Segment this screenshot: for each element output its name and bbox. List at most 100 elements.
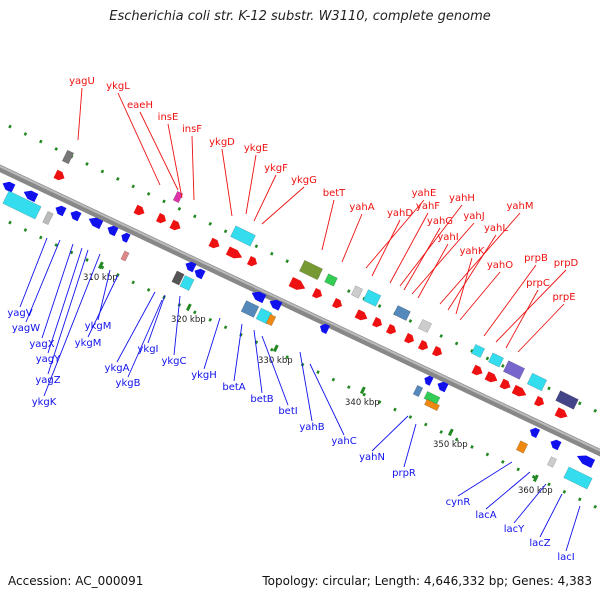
forward-gene-arrow [385,323,397,335]
feature-box [240,300,260,318]
tick-outer-forward [116,177,120,181]
reverse-gene-leader [457,461,513,497]
reverse-gene-leader [485,471,531,510]
forward-gene-leader [495,269,567,343]
tick-outer-reverse [270,347,274,352]
reverse-gene-arrow [319,323,331,335]
forward-gene-leader [483,264,537,337]
forward-gene-label: insE [158,112,179,123]
forward-gene-arrow [403,332,415,344]
scale-label: 360 kbp [518,486,553,496]
forward-gene-leader [139,111,179,191]
tick-outer-forward [454,341,459,346]
tick-outer-forward [193,214,197,219]
map-title: Escherichia coli str. K-12 substr. W3110… [109,9,491,24]
forward-gene-arrow [354,309,368,321]
major-tick [532,474,539,483]
reverse-gene-arrow [194,268,206,280]
tick-outer-reverse [377,400,382,404]
tick-outer-reverse [316,370,320,375]
forward-gene-label: yahI [437,232,458,243]
forward-gene-label: ykgL [106,81,130,92]
backbone-highlight [0,165,600,452]
feature-box [563,466,593,490]
forward-gene-label: yahG [427,216,453,227]
tick-outer-forward [593,408,597,413]
feature-box [393,305,411,321]
reverse-gene-label: yahN [359,452,385,463]
forward-gene-leader [117,92,161,186]
tick-outer-forward [439,334,443,338]
reverse-gene-label: yagX [29,339,54,350]
feature-box [424,398,440,412]
scale-label: 330 kbp [258,356,293,366]
feature-box [502,360,526,380]
reverse-gene-label: yagY [36,354,61,365]
tick-outer-reverse [8,220,12,225]
feature-box [350,285,364,299]
tick-outer-reverse [516,467,520,472]
forward-gene-leader [167,123,183,199]
major-tick [447,428,454,437]
forward-gene-leader [403,227,441,291]
reverse-gene-label: lacA [475,510,496,521]
reverse-gene-arrow [185,261,197,273]
forward-gene-leader [439,212,521,305]
tick-outer-reverse [85,258,89,262]
feature-box [2,190,42,220]
tick-outer-reverse [223,325,228,330]
reverse-gene-label: lacY [504,524,525,535]
feature-box [42,210,54,226]
forward-gene-label: insF [182,124,202,135]
reverse-gene-leader [565,505,581,552]
tick-outer-reverse [454,437,459,442]
tick-outer-reverse [470,445,474,449]
tick-outer-forward [347,289,351,294]
feature-box [265,313,277,327]
forward-gene-leader [411,222,475,295]
forward-gene-leader [245,154,257,215]
tick-outer-reverse [347,385,351,390]
tick-outer-forward [208,221,212,226]
forward-gene-arrow [53,169,65,181]
reverse-gene-leader [253,329,263,394]
forward-gene-label: yahD [387,208,413,219]
reverse-gene-arrow [251,291,267,304]
reverse-gene-label: ykgH [191,370,217,381]
tick-outer-forward [547,386,551,391]
reverse-gene-leader [173,295,181,356]
forward-gene-label: prpC [526,278,550,289]
tick-outer-reverse [331,377,336,382]
tick-outer-reverse [23,228,28,232]
forward-gene-label: yahJ [463,211,484,222]
forward-gene-arrow [371,316,383,328]
reverse-gene-label: yahC [331,436,356,447]
feature-box [299,259,323,281]
scale-label: 310 kbp [83,273,118,283]
forward-gene-leader [77,87,83,141]
forward-gene-leader [417,243,449,299]
tick-outer-forward [485,356,490,361]
forward-gene-leader [399,204,463,287]
reverse-gene-label: ykgC [161,356,186,367]
forward-gene-leader [371,219,401,277]
reverse-gene-leader [47,247,83,354]
tick-outer-reverse [501,460,505,464]
forward-gene-arrow [311,287,323,299]
feature-box [488,352,504,368]
reverse-gene-leader [299,351,313,422]
reverse-gene-arrow [576,455,596,468]
forward-gene-label: prpD [554,258,579,269]
reverse-gene-label: cynR [446,497,471,508]
tick-outer-reverse [193,310,197,315]
reverse-gene-label: ykgI [137,344,158,355]
reverse-gene-arrow [107,225,119,237]
forward-gene-arrow [554,407,568,419]
forward-gene-label: prpB [524,253,548,264]
reverse-gene-arrow [70,210,82,222]
forward-gene-label: yahH [449,193,475,204]
reverse-gene-leader [147,294,166,344]
reverse-gene-label: prpR [392,468,416,479]
reverse-gene-leader [371,415,409,452]
